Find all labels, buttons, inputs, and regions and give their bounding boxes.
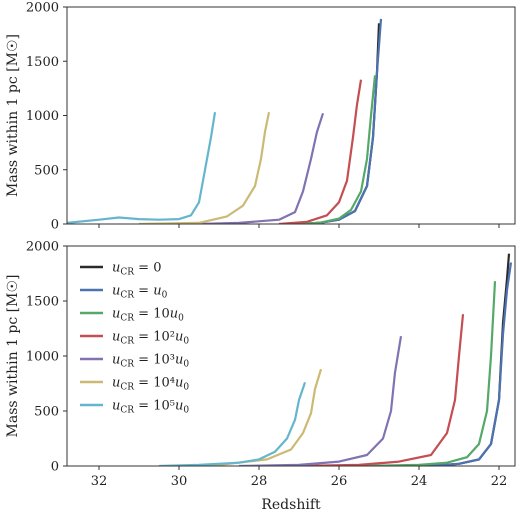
series-line-7 (67, 112, 217, 224)
top-panel: 0 500 1000 1500 2000 Mass within 1 pc [M☉] (5, 1, 516, 233)
plot-frame (66, 6, 516, 225)
series-line-5 (198, 112, 325, 224)
x-tick-label: 32 (91, 474, 108, 489)
series-line-3 (298, 75, 377, 224)
x-tick-label: 24 (411, 474, 428, 489)
x-tick-label: 28 (251, 474, 268, 489)
legend-label: uCR = u0 (112, 284, 168, 301)
series-line-1 (298, 23, 381, 224)
series-line-2 (298, 18, 383, 224)
series-line-4 (278, 79, 363, 224)
bottom-panel: 0 500 1000 1500 2000 32 30 28 26 24 22 Mass within … (5, 240, 516, 513)
legend-label: uCR = 10u0 (112, 307, 184, 324)
y-axis-label: Mass within 1 pc [M☉] (5, 34, 21, 197)
series-line-7 (158, 382, 307, 466)
y-tick-label: 0 (51, 460, 59, 475)
series-line-6 (138, 111, 271, 224)
y-tick-label: 1000 (26, 350, 59, 365)
legend-label: uCR = 10⁴u0 (112, 376, 189, 393)
plot-frame (66, 245, 516, 467)
x-tick-label: 30 (171, 474, 188, 489)
y-tick-label: 1000 (26, 109, 59, 124)
x-tick-label: 26 (331, 474, 348, 489)
legend-label: uCR = 10⁵u0 (112, 399, 189, 416)
y-tick-label: 2000 (26, 1, 59, 16)
x-tick-label: 22 (491, 474, 508, 489)
series-line-6 (178, 368, 323, 466)
legend: uCR = 0 uCR = u0 uCR = 10u0 uCR = 10²u0 uCR … (80, 261, 189, 416)
legend-label: uCR = 0 (112, 261, 161, 278)
y-tick-label: 2000 (26, 240, 59, 255)
series-line-1 (378, 253, 511, 466)
x-axis-label: Redshift (261, 497, 321, 513)
series-line-5 (238, 336, 403, 466)
y-tick-label: 1500 (26, 55, 59, 70)
legend-label: uCR = 10²u0 (112, 330, 189, 347)
legend-label: uCR = 10³u0 (112, 353, 189, 370)
y-axis-label: Mass within 1 pc [M☉] (5, 275, 21, 438)
y-tick-label: 0 (51, 218, 59, 233)
y-tick-label: 500 (34, 405, 59, 420)
y-tick-label: 500 (34, 163, 59, 178)
series-line-3 (358, 281, 497, 466)
series-line-2 (378, 262, 513, 466)
y-tick-label: 1500 (26, 295, 59, 310)
series-line-4 (298, 314, 465, 466)
